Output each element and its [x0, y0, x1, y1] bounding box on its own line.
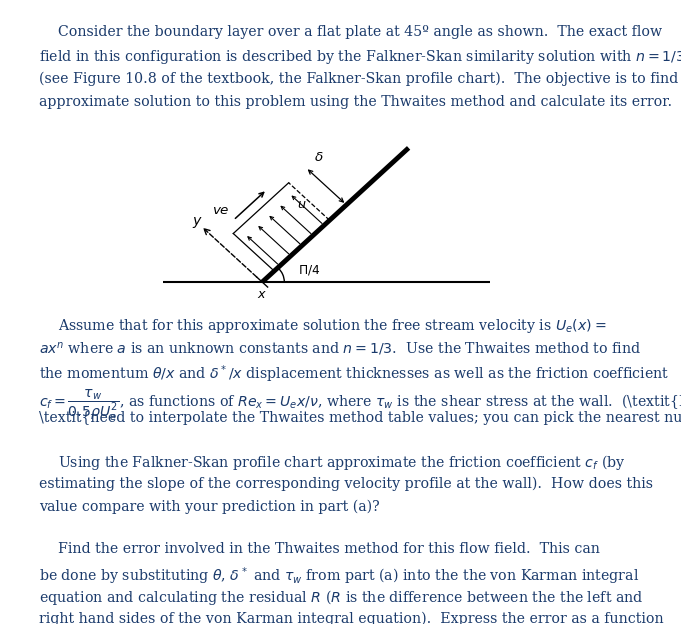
- Text: $\Pi/4$: $\Pi/4$: [298, 263, 320, 277]
- Text: right hand sides of the von Karman integral equation).  Express the error as a f: right hand sides of the von Karman integ…: [39, 612, 664, 624]
- Text: $c_f = \dfrac{\tau_w}{0.5\rho U_e^2}$, as functions of $Re_x = U_e x/\nu$, where: $c_f = \dfrac{\tau_w}{0.5\rho U_e^2}$, a…: [39, 387, 681, 422]
- Text: Assume that for this approximate solution the free stream velocity is $U_e(x) =$: Assume that for this approximate solutio…: [58, 317, 606, 335]
- Text: value compare with your prediction in part (a)?: value compare with your prediction in pa…: [39, 499, 380, 514]
- Text: \textit{need to interpolate the Thwaites method table values; you can pick the n: \textit{need to interpolate the Thwaites…: [39, 411, 681, 425]
- Text: $x$: $x$: [257, 288, 267, 301]
- Text: (see Figure 10.8 of the textbook, the Falkner-Skan profile chart).  The objectiv: (see Figure 10.8 of the textbook, the Fa…: [39, 72, 681, 86]
- Text: $ax^n$ where $a$ is an unknown constants and $n = 1/3$.  Use the Thwaites method: $ax^n$ where $a$ is an unknown constants…: [39, 341, 642, 358]
- Text: approximate solution to this problem using the Thwaites method and calculate its: approximate solution to this problem usi…: [39, 95, 673, 109]
- Text: be done by substituting $\theta$, $\delta^*$ and $\tau_w$ from part (a) into the: be done by substituting $\theta$, $\delt…: [39, 565, 639, 587]
- Text: equation and calculating the residual $R$ ($R$ is the difference between the the: equation and calculating the residual $R…: [39, 588, 644, 607]
- Text: $\mathit{ve}$: $\mathit{ve}$: [212, 204, 230, 217]
- Text: Using the Falkner-Skan profile chart approximate the friction coefficient $c_f$ : Using the Falkner-Skan profile chart app…: [58, 453, 625, 472]
- Text: Find the error involved in the Thwaites method for this flow field.  This can: Find the error involved in the Thwaites …: [58, 542, 600, 555]
- Text: $\delta$: $\delta$: [314, 151, 323, 164]
- Text: Consider the boundary layer over a flat plate at 45º angle as shown.  The exact : Consider the boundary layer over a flat …: [58, 25, 662, 39]
- Text: $y$: $y$: [192, 215, 203, 230]
- Text: field in this configuration is described by the Falkner-Skan similarity solution: field in this configuration is described…: [39, 49, 681, 66]
- Text: the momentum $\theta/x$ and $\delta^*/x$ displacement thicknesses as well as the: the momentum $\theta/x$ and $\delta^*/x$…: [39, 364, 670, 386]
- Text: estimating the slope of the corresponding velocity profile at the wall).  How do: estimating the slope of the correspondin…: [39, 476, 654, 490]
- Text: $u$: $u$: [297, 198, 306, 210]
